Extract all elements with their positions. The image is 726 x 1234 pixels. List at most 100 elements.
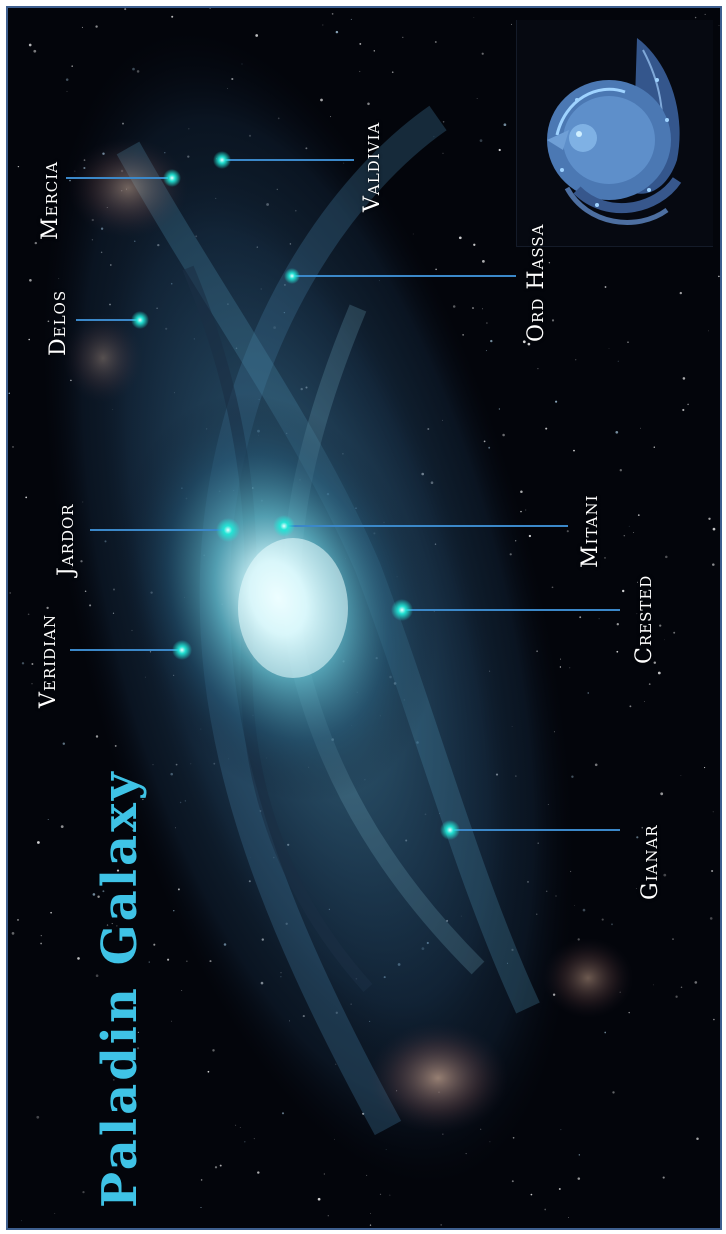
star — [615, 430, 619, 434]
star — [317, 1197, 321, 1201]
marker-veridian[interactable] — [172, 640, 192, 660]
star — [29, 279, 32, 282]
label-gianar[interactable]: Gianar — [638, 824, 663, 900]
star — [694, 16, 697, 19]
star — [679, 291, 682, 295]
marker-valdivia[interactable] — [213, 151, 231, 169]
star — [253, 1138, 255, 1140]
star — [34, 241, 38, 245]
star — [132, 1068, 134, 1071]
star — [21, 1220, 22, 1222]
star — [479, 139, 483, 142]
marker-delos[interactable] — [131, 311, 149, 329]
star — [481, 52, 484, 55]
star — [244, 1141, 246, 1143]
star — [153, 943, 156, 946]
star — [207, 1070, 210, 1073]
star — [60, 825, 64, 828]
star — [71, 65, 73, 67]
star — [323, 1173, 325, 1175]
star — [92, 893, 96, 896]
star — [675, 995, 678, 998]
star — [281, 1112, 285, 1115]
star — [551, 586, 554, 589]
star — [579, 616, 582, 619]
system-markers — [131, 151, 460, 840]
star — [8, 392, 10, 394]
star — [604, 557, 606, 559]
star — [167, 958, 170, 961]
marker-mercia[interactable] — [163, 169, 181, 187]
star — [9, 592, 11, 594]
star — [482, 260, 485, 263]
star — [653, 446, 656, 448]
label-delos[interactable]: Delos — [46, 289, 71, 356]
star — [440, 1224, 443, 1226]
star — [102, 890, 105, 893]
star — [200, 1179, 203, 1181]
star — [27, 613, 30, 616]
star — [571, 775, 574, 778]
star — [520, 510, 522, 513]
star — [95, 25, 98, 28]
star — [512, 1136, 515, 1139]
star — [62, 742, 66, 745]
star — [527, 342, 531, 346]
label-valdivia[interactable]: Valdivia — [360, 121, 385, 212]
star — [200, 1207, 202, 1208]
marker-mitani[interactable] — [273, 515, 295, 537]
label-veridian[interactable]: Veridian — [36, 614, 61, 708]
star — [17, 919, 19, 921]
star — [623, 534, 626, 537]
star — [537, 367, 539, 370]
star — [40, 934, 42, 937]
star — [662, 1176, 665, 1179]
star — [335, 30, 339, 34]
star — [657, 671, 661, 675]
star — [97, 895, 100, 899]
star — [77, 957, 80, 960]
label-mercia[interactable]: Mercia — [38, 160, 63, 240]
blue-dragon-emblem-icon — [547, 38, 682, 225]
star — [214, 1166, 218, 1169]
marker-gianar[interactable] — [440, 820, 460, 840]
star — [46, 606, 49, 610]
star — [111, 923, 113, 925]
star — [622, 589, 625, 593]
star — [612, 1091, 615, 1094]
star — [582, 908, 586, 912]
star — [373, 50, 376, 52]
star — [322, 24, 324, 26]
star — [33, 49, 37, 53]
marker-jardor[interactable] — [216, 518, 240, 542]
star — [116, 925, 118, 927]
star — [548, 262, 551, 264]
star — [652, 984, 654, 986]
label-mitani[interactable]: Mitani — [578, 494, 603, 568]
star — [106, 924, 109, 926]
star — [598, 618, 600, 620]
star — [525, 509, 527, 511]
star — [36, 1115, 40, 1119]
galaxy-map — [8, 8, 720, 1226]
label-ord-hassa[interactable]: Ord Hassa — [524, 223, 549, 343]
marker-ord-hassa[interactable] — [284, 268, 300, 284]
star — [434, 41, 437, 43]
label-jardor[interactable]: Jardor — [54, 503, 79, 576]
star — [54, 1213, 56, 1214]
star — [672, 938, 674, 940]
star — [379, 1193, 382, 1195]
star — [522, 340, 526, 344]
star — [559, 666, 562, 668]
star — [433, 136, 435, 138]
star — [331, 13, 334, 15]
star — [171, 1020, 173, 1022]
star — [704, 13, 706, 15]
label-crested[interactable]: Crested — [632, 574, 657, 664]
star — [472, 307, 474, 309]
star — [680, 986, 683, 988]
star — [181, 989, 183, 991]
star — [485, 350, 487, 352]
marker-crested[interactable] — [391, 599, 413, 621]
star — [709, 917, 713, 920]
